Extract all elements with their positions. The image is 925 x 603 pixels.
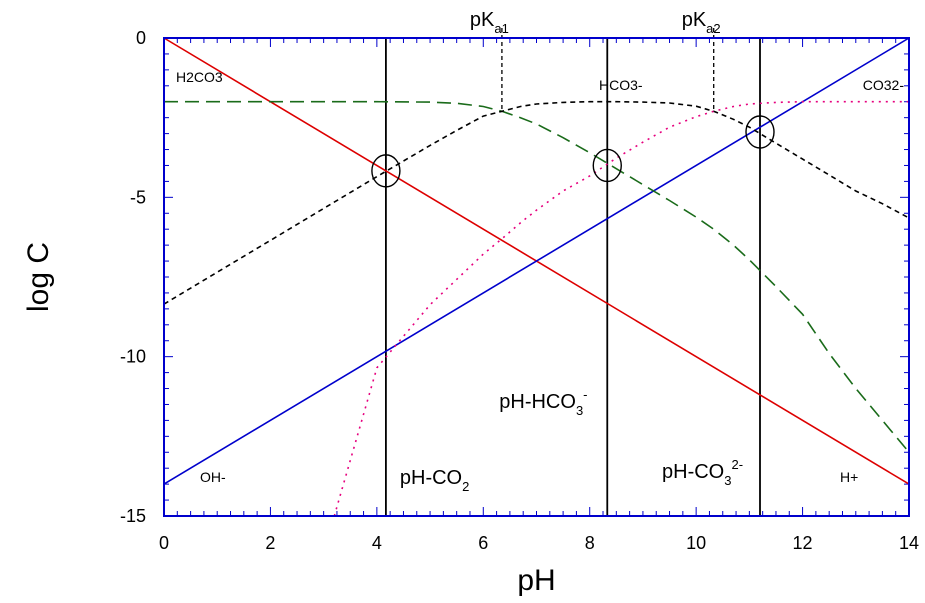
species-label-oh: OH- <box>200 469 226 485</box>
equivalence-lines <box>385 38 761 516</box>
y-tick-label: -15 <box>120 506 146 526</box>
equivalence-circle <box>371 154 401 188</box>
y-tick-label: -10 <box>120 347 146 367</box>
species-labels: H2CO3 HCO3- CO32- OH- H+ <box>176 69 904 485</box>
x-tick-label: 6 <box>478 533 488 553</box>
series-line <box>333 100 909 517</box>
species-label-hco3: HCO3- <box>599 77 643 93</box>
pka-label: pKa2 <box>682 9 721 36</box>
series-line <box>163 100 910 305</box>
equivalence-label: pH-HCO3- <box>499 387 587 418</box>
species-label-h: H+ <box>840 469 858 485</box>
species-label-co3: CO32- <box>863 77 905 93</box>
x-tick-label: 10 <box>686 533 706 553</box>
x-tick-label: 8 <box>585 533 595 553</box>
y-tick-label: -5 <box>130 187 146 207</box>
equivalence-label: pH-CO2 <box>400 467 469 494</box>
equivalence-label: pH-CO32- <box>662 457 743 488</box>
species-label-h2co3: H2CO3 <box>176 69 223 85</box>
x-tick-label: 0 <box>159 533 169 553</box>
x-tick-label: 2 <box>265 533 275 553</box>
y-tick-label: 0 <box>136 28 146 48</box>
annotations: pKa1 pKa2 pH-CO2 pH-HCO3- pH-CO32- <box>400 9 743 494</box>
x-tick-label: 14 <box>899 533 919 553</box>
axis-ticks <box>163 37 910 517</box>
equivalence-circles <box>371 115 775 188</box>
plot-frame <box>163 37 910 517</box>
y-axis-title: log C <box>22 242 55 312</box>
series-line <box>164 100 910 453</box>
series-line <box>163 37 910 485</box>
pka-label: pKa1 <box>470 9 509 36</box>
x-tick-label: 4 <box>372 533 382 553</box>
equivalence-circle <box>592 148 622 183</box>
equivalence-circle <box>745 115 775 149</box>
x-axis-title: pH <box>517 564 555 597</box>
tick-labels: 0 2 4 6 8 10 12 14 0 -5 -10 -15 <box>120 28 919 553</box>
x-tick-label: 12 <box>793 533 813 553</box>
series-lines <box>163 37 910 517</box>
